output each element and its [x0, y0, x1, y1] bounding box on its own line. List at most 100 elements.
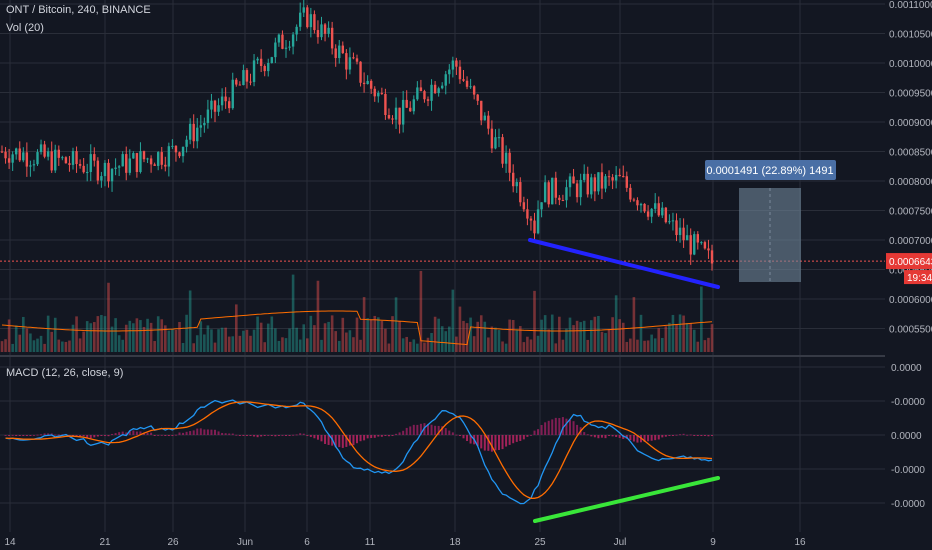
volume-bar — [501, 341, 504, 352]
macd-histogram-bar — [100, 435, 103, 436]
candle-body — [146, 158, 149, 160]
macd-histogram-bar — [306, 435, 309, 436]
macd-legend[interactable]: MACD (12, 26, close, 9) — [6, 367, 124, 379]
volume-bar — [451, 289, 455, 352]
candle-body — [348, 57, 352, 70]
candle-body — [625, 176, 628, 188]
candle-body — [235, 79, 238, 85]
candle-body — [540, 202, 543, 210]
candle-body — [678, 227, 682, 236]
volume-bar — [78, 338, 82, 352]
macd-histogram-bar — [494, 435, 497, 451]
macd-histogram-bar — [451, 432, 454, 435]
macd-histogram-bar — [444, 428, 447, 435]
candle-body — [75, 151, 78, 165]
candle-body — [309, 14, 313, 28]
volume-bar — [433, 316, 437, 352]
macd-histogram-bar — [462, 435, 465, 439]
macd-histogram-bar — [50, 433, 53, 435]
volume-bar — [156, 316, 160, 352]
macd-histogram-bar — [668, 435, 671, 437]
macd-histogram-bar — [448, 430, 451, 435]
candle-body — [7, 158, 11, 163]
candle-body — [277, 34, 281, 43]
chart-axes: 0.0011000 0.0010500 0.0010000 0.0009500 0.00… — [4, 0, 932, 548]
macd-histogram-bar — [458, 435, 461, 436]
candle-body — [529, 218, 533, 221]
candle-body — [323, 24, 327, 34]
macd-histogram-bar — [171, 435, 174, 436]
volume-bar — [149, 322, 153, 352]
candle-body — [622, 176, 625, 178]
volume-bar — [7, 319, 11, 352]
macd-histogram-bar — [249, 435, 252, 436]
volume-bar — [36, 338, 39, 352]
volume-bar — [242, 330, 245, 352]
volume-bar — [11, 343, 14, 352]
macd-histogram-bar — [615, 435, 618, 437]
volume-bar — [490, 326, 494, 352]
candle-body — [696, 234, 699, 243]
macd-histogram-bar — [366, 435, 369, 439]
candle-body — [707, 248, 710, 251]
volume-bar — [100, 314, 103, 352]
candle-body — [568, 176, 572, 188]
time-tick-label: 11 — [365, 537, 376, 548]
volume-bar — [568, 317, 572, 352]
volume-bar — [171, 329, 174, 352]
macd-histogram-bar — [561, 417, 564, 435]
volume-bar — [167, 330, 171, 352]
price-tick-label: 0.0005500 — [889, 325, 932, 336]
macd-histogram-bar — [512, 435, 515, 444]
volume-bar — [323, 323, 327, 352]
macd-histogram-bar — [682, 433, 685, 435]
volume-bar — [614, 295, 618, 352]
macd-histogram-bar — [274, 435, 277, 437]
candle-body — [114, 167, 117, 169]
volume-bar — [327, 321, 330, 352]
price-tick-label: 0.0006000 — [889, 295, 932, 306]
candle-body — [703, 242, 707, 249]
candle-body — [284, 47, 288, 49]
volume-bar — [53, 317, 57, 352]
candle-body — [646, 211, 650, 217]
macd-histogram-bar — [402, 430, 405, 435]
candle-body — [25, 152, 29, 167]
volume-bar — [39, 335, 43, 352]
macd-histogram-bar — [693, 435, 696, 436]
candle-body — [590, 177, 593, 195]
volume-legend[interactable]: Vol (20) — [6, 22, 44, 34]
volume-bar — [270, 316, 274, 352]
candle-body — [416, 87, 419, 100]
macd-histogram-bar — [132, 430, 135, 435]
macd-histogram-bar — [146, 432, 149, 435]
candle-body — [476, 94, 479, 101]
candle-body — [64, 157, 68, 164]
macd-histogram-bar — [455, 434, 458, 436]
macd-histogram-bar — [245, 435, 248, 436]
macd-histogram-bar — [469, 435, 472, 444]
macd-histogram-bar — [533, 430, 536, 435]
candle-body — [401, 99, 405, 125]
volume-bar — [636, 339, 639, 352]
candle-body — [217, 105, 220, 112]
candle-body — [600, 172, 604, 189]
volume-bar — [377, 317, 380, 352]
volume-bar — [337, 340, 341, 352]
volume-bar — [384, 328, 387, 352]
volume-bar — [668, 322, 671, 352]
volume-bar — [632, 297, 636, 352]
macd-histogram-bar — [356, 435, 358, 444]
pane-separator[interactable] — [0, 355, 885, 357]
volume-bar — [671, 314, 675, 352]
volume-bar — [657, 328, 661, 352]
candle-body — [391, 118, 394, 120]
candle-body — [451, 60, 455, 70]
symbol-title[interactable]: ONT / Bitcoin, 240, BINANCE — [6, 4, 151, 16]
volume-bar — [465, 323, 469, 352]
macd-histogram-bar — [267, 434, 270, 436]
candle-body — [242, 70, 245, 86]
volume-bar — [142, 327, 146, 352]
volume-bar — [437, 318, 440, 352]
